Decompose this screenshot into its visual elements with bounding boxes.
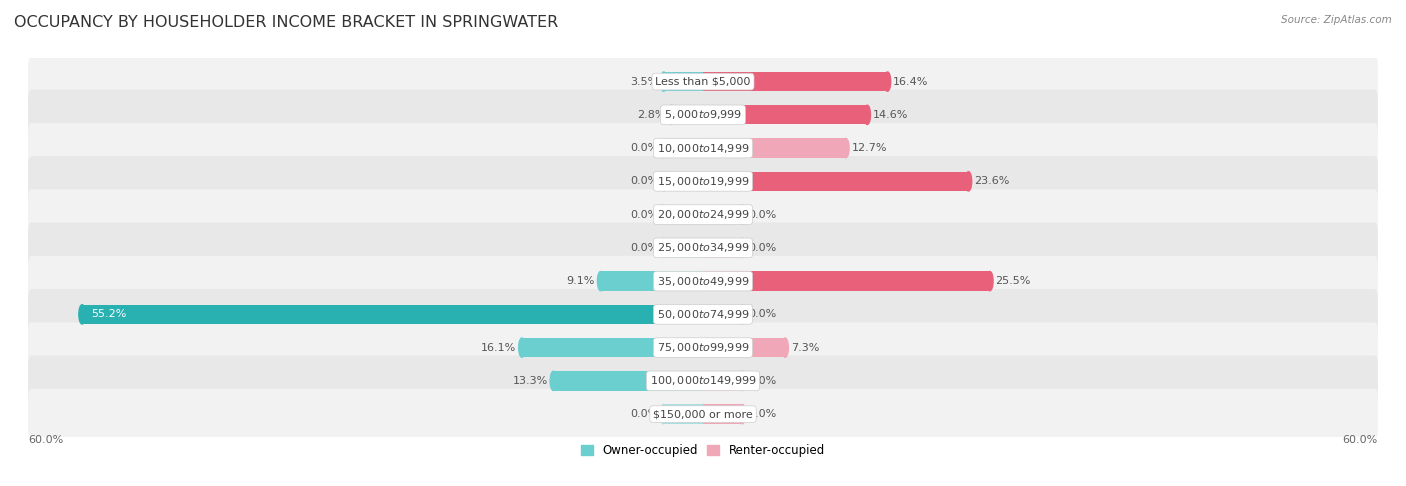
Bar <box>664 172 703 191</box>
Bar <box>664 205 703 224</box>
Circle shape <box>740 371 745 391</box>
Bar <box>664 139 703 158</box>
Text: $15,000 to $19,999: $15,000 to $19,999 <box>657 175 749 188</box>
Circle shape <box>842 139 849 158</box>
Text: 0.0%: 0.0% <box>748 310 776 319</box>
FancyBboxPatch shape <box>28 289 1378 340</box>
Bar <box>703 205 742 224</box>
Text: $5,000 to $9,999: $5,000 to $9,999 <box>664 108 742 122</box>
Bar <box>672 105 703 124</box>
Circle shape <box>740 205 745 224</box>
Bar <box>82 305 703 324</box>
FancyBboxPatch shape <box>28 56 1378 107</box>
Text: 2.8%: 2.8% <box>637 110 666 120</box>
Circle shape <box>519 338 526 357</box>
Text: 55.2%: 55.2% <box>91 310 127 319</box>
Circle shape <box>965 172 972 191</box>
Text: Less than $5,000: Less than $5,000 <box>655 77 751 87</box>
Text: $150,000 or more: $150,000 or more <box>654 409 752 419</box>
Text: 14.6%: 14.6% <box>873 110 908 120</box>
FancyBboxPatch shape <box>28 156 1378 207</box>
Circle shape <box>598 272 605 291</box>
FancyBboxPatch shape <box>28 389 1378 439</box>
FancyBboxPatch shape <box>28 356 1378 406</box>
FancyBboxPatch shape <box>28 123 1378 174</box>
Bar <box>664 238 703 258</box>
Text: $20,000 to $24,999: $20,000 to $24,999 <box>657 208 749 221</box>
Bar <box>664 72 703 91</box>
Circle shape <box>782 338 789 357</box>
FancyBboxPatch shape <box>28 190 1378 240</box>
Circle shape <box>661 72 666 91</box>
Bar <box>664 404 703 424</box>
Text: 60.0%: 60.0% <box>28 435 63 445</box>
Text: 16.1%: 16.1% <box>481 343 516 353</box>
Circle shape <box>550 371 557 391</box>
Text: 13.3%: 13.3% <box>513 376 548 386</box>
FancyBboxPatch shape <box>28 322 1378 373</box>
Text: 9.1%: 9.1% <box>567 276 595 286</box>
Text: $100,000 to $149,999: $100,000 to $149,999 <box>650 374 756 387</box>
Text: 7.3%: 7.3% <box>790 343 820 353</box>
Text: Source: ZipAtlas.com: Source: ZipAtlas.com <box>1281 15 1392 25</box>
Circle shape <box>863 105 870 124</box>
Text: 0.0%: 0.0% <box>748 409 776 419</box>
Bar <box>703 305 742 324</box>
FancyBboxPatch shape <box>28 223 1378 273</box>
Circle shape <box>79 305 86 324</box>
Bar <box>554 371 703 391</box>
Circle shape <box>987 272 993 291</box>
Text: $75,000 to $99,999: $75,000 to $99,999 <box>657 341 749 354</box>
Text: 0.0%: 0.0% <box>630 409 658 419</box>
Legend: Owner-occupied, Renter-occupied: Owner-occupied, Renter-occupied <box>576 439 830 462</box>
Text: $50,000 to $74,999: $50,000 to $74,999 <box>657 308 749 321</box>
Bar <box>703 371 742 391</box>
Text: 60.0%: 60.0% <box>1343 435 1378 445</box>
Text: 16.4%: 16.4% <box>893 77 928 87</box>
Text: 0.0%: 0.0% <box>748 243 776 253</box>
Text: OCCUPANCY BY HOUSEHOLDER INCOME BRACKET IN SPRINGWATER: OCCUPANCY BY HOUSEHOLDER INCOME BRACKET … <box>14 15 558 30</box>
FancyBboxPatch shape <box>28 89 1378 140</box>
Bar <box>703 72 887 91</box>
FancyBboxPatch shape <box>28 256 1378 306</box>
Circle shape <box>740 404 745 424</box>
Circle shape <box>661 172 666 191</box>
Text: $10,000 to $14,999: $10,000 to $14,999 <box>657 141 749 155</box>
Text: $25,000 to $34,999: $25,000 to $34,999 <box>657 242 749 254</box>
Bar <box>703 139 846 158</box>
Bar <box>703 272 990 291</box>
Circle shape <box>661 404 666 424</box>
Bar <box>703 105 868 124</box>
Text: $35,000 to $49,999: $35,000 to $49,999 <box>657 275 749 288</box>
Text: 0.0%: 0.0% <box>630 209 658 220</box>
Circle shape <box>668 105 675 124</box>
Text: 0.0%: 0.0% <box>748 376 776 386</box>
Circle shape <box>661 205 666 224</box>
Text: 3.5%: 3.5% <box>630 77 658 87</box>
Bar <box>600 272 703 291</box>
Bar <box>703 238 742 258</box>
Circle shape <box>740 305 745 324</box>
Circle shape <box>661 139 666 158</box>
Text: 23.6%: 23.6% <box>974 176 1010 186</box>
Bar <box>703 172 969 191</box>
Circle shape <box>661 238 666 258</box>
Text: 0.0%: 0.0% <box>630 176 658 186</box>
Text: 0.0%: 0.0% <box>630 143 658 153</box>
Circle shape <box>884 72 891 91</box>
Text: 25.5%: 25.5% <box>995 276 1031 286</box>
Text: 0.0%: 0.0% <box>630 243 658 253</box>
Text: 0.0%: 0.0% <box>748 209 776 220</box>
Text: 12.7%: 12.7% <box>852 143 887 153</box>
Bar <box>522 338 703 357</box>
Bar <box>703 404 742 424</box>
Bar <box>703 338 785 357</box>
Circle shape <box>740 238 745 258</box>
